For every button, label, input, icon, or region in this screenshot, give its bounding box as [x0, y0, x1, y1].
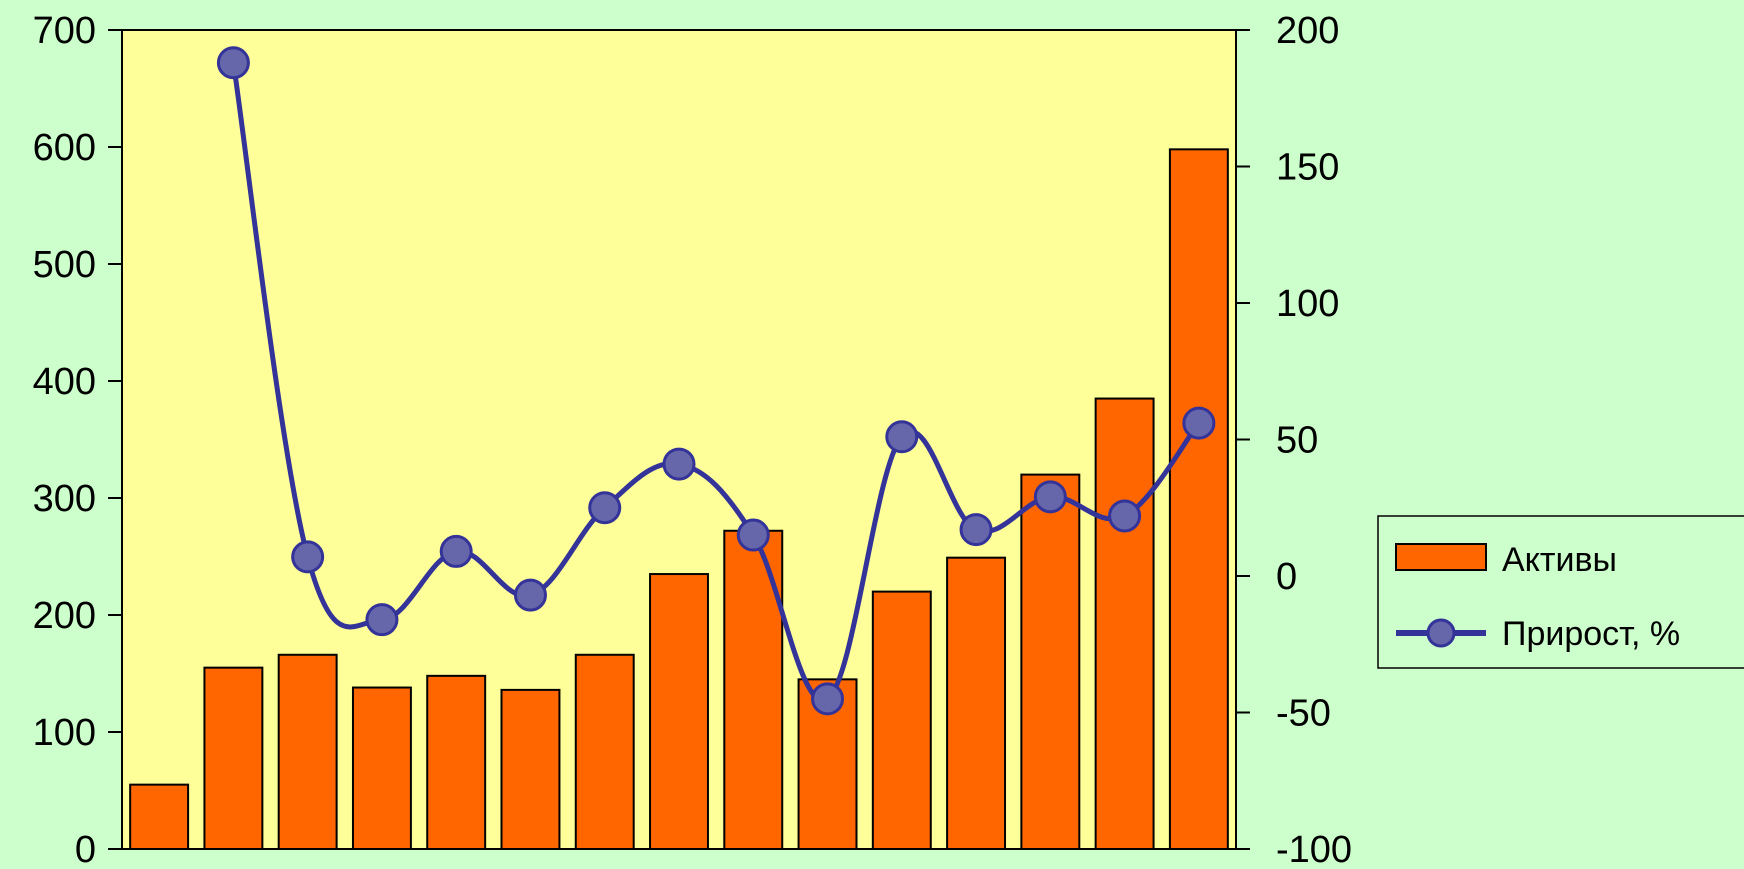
bar-series-assets — [129, 148, 1229, 851]
left-tick-label: 100 — [33, 712, 96, 754]
data-point — [885, 420, 919, 454]
data-point — [291, 540, 325, 574]
data-point — [216, 46, 250, 80]
bar — [351, 686, 412, 850]
bar — [500, 688, 561, 850]
bar — [426, 674, 487, 851]
right-tick-label: -50 — [1276, 693, 1331, 735]
legend: Активы Прирост, % — [1377, 515, 1744, 669]
right-tick-label: 0 — [1276, 556, 1297, 598]
data-point — [959, 513, 993, 547]
data-point — [1182, 406, 1216, 440]
left-tick-label: 400 — [33, 361, 96, 403]
growth-line — [230, 62, 1201, 703]
legend-swatch-assets — [1395, 543, 1487, 571]
left-tick-label: 700 — [33, 10, 96, 52]
left-tick-label: 200 — [33, 595, 96, 637]
legend-swatch-growth-marker — [1426, 618, 1456, 648]
line-series-growth — [216, 46, 1216, 716]
bar — [946, 556, 1007, 850]
right-tick-label: 100 — [1276, 283, 1339, 325]
left-tick-label: 300 — [33, 478, 96, 520]
bar — [649, 573, 709, 850]
legend-label-assets: Активы — [1502, 541, 1617, 579]
data-point — [513, 578, 547, 612]
left-tick-label: 500 — [33, 244, 96, 286]
right-y-axis: -100 -50 0 50 100 150 200 — [1236, 10, 1352, 869]
data-point — [1108, 499, 1142, 533]
data-point — [1033, 480, 1067, 514]
right-tick-label: 50 — [1276, 420, 1318, 462]
data-point — [365, 603, 399, 637]
data-point — [662, 447, 696, 481]
data-point — [588, 491, 622, 525]
data-point — [736, 518, 770, 552]
data-point — [439, 534, 473, 568]
left-tick-label: 600 — [33, 127, 96, 169]
left-y-axis: 0 100 200 300 400 500 600 700 — [33, 10, 122, 869]
bar — [1168, 148, 1229, 850]
bar — [871, 590, 932, 850]
legend-label-growth: Прирост, % — [1502, 615, 1680, 653]
bar — [203, 666, 264, 851]
bar — [277, 653, 338, 851]
right-tick-label: -100 — [1276, 829, 1352, 869]
bar — [574, 653, 635, 851]
bar — [1094, 397, 1155, 850]
right-tick-label: 150 — [1276, 147, 1339, 189]
bar — [129, 783, 190, 851]
data-point — [811, 682, 845, 716]
left-tick-label: 0 — [75, 829, 96, 869]
right-tick-label: 200 — [1276, 10, 1339, 52]
bar — [1020, 473, 1081, 850]
